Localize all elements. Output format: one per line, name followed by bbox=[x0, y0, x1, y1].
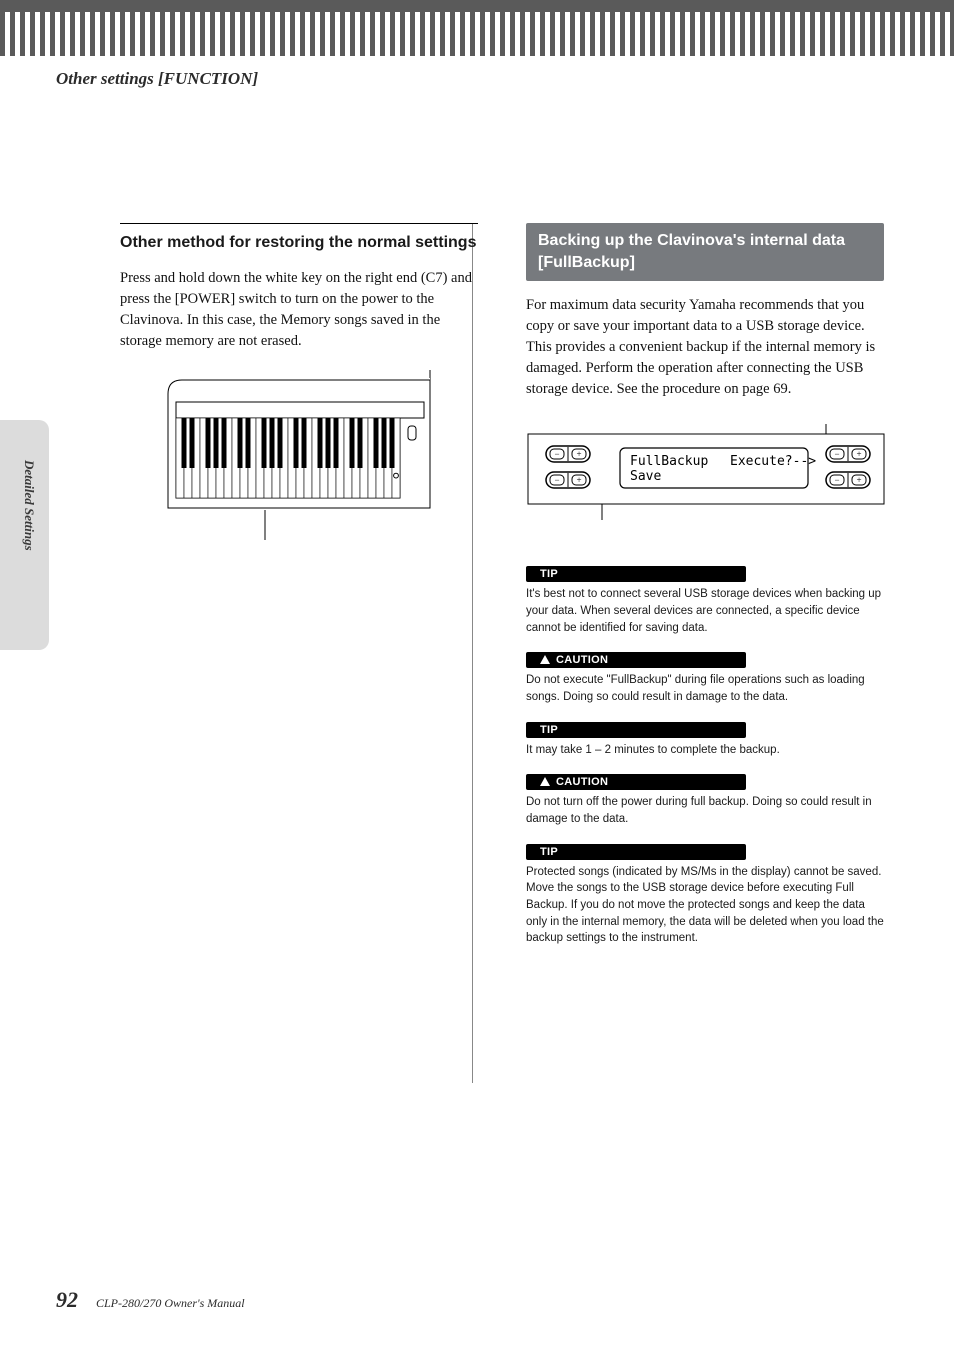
svg-text:−: − bbox=[554, 475, 559, 485]
left-subhead: Other method for restoring the normal se… bbox=[120, 232, 478, 254]
note-label-tip: TIP bbox=[526, 566, 746, 582]
right-column: Backing up the Clavinova's internal data… bbox=[526, 223, 884, 961]
svg-text:FullBackup: FullBackup bbox=[630, 454, 708, 469]
section-bar: Backing up the Clavinova's internal data… bbox=[526, 223, 884, 281]
note-label-caution: CAUTION bbox=[526, 774, 746, 790]
notes-container: TIP It's best not to connect several USB … bbox=[526, 564, 884, 947]
svg-text:+: + bbox=[856, 475, 861, 485]
note-label-caution: CAUTION bbox=[526, 652, 746, 668]
barcode-header-band bbox=[0, 0, 954, 56]
note-text: Protected songs (indicated by MS/Ms in t… bbox=[526, 864, 884, 947]
keyboard-figure bbox=[160, 370, 438, 540]
page-number: 92 bbox=[56, 1287, 78, 1312]
svg-text:−: − bbox=[834, 449, 839, 459]
left-body: Press and hold down the white key on the… bbox=[120, 268, 478, 352]
note-text: It's best not to connect several USB sto… bbox=[526, 586, 884, 636]
note-text: It may take 1 – 2 minutes to complete th… bbox=[526, 742, 884, 759]
content-columns: Other method for restoring the normal se… bbox=[120, 223, 884, 961]
section-header: Other settings [FUNCTION] bbox=[56, 69, 258, 89]
svg-text:−: − bbox=[554, 449, 559, 459]
lcd-figure: − + − + − + − + FullBackup Execute?--> Save bbox=[526, 424, 886, 520]
note-text: Do not execute "FullBackup" during file … bbox=[526, 672, 884, 705]
left-column: Other method for restoring the normal se… bbox=[120, 223, 478, 961]
svg-text:+: + bbox=[576, 475, 581, 485]
svg-text:+: + bbox=[576, 449, 581, 459]
note-text: Do not turn off the power during full ba… bbox=[526, 794, 884, 827]
svg-text:+: + bbox=[856, 449, 861, 459]
rule-line bbox=[120, 223, 478, 224]
note-label-tip: TIP bbox=[526, 722, 746, 738]
footer: 92 CLP-280/270 Owner's Manual bbox=[56, 1287, 245, 1313]
svg-text:Execute?-->: Execute?--> bbox=[730, 454, 816, 469]
doc-title: CLP-280/270 Owner's Manual bbox=[96, 1296, 245, 1310]
right-body: For maximum data security Yamaha recomme… bbox=[526, 295, 884, 400]
note-label-tip: TIP bbox=[526, 844, 746, 860]
side-tab-label: Detailed Settings bbox=[21, 460, 37, 551]
svg-text:−: − bbox=[834, 475, 839, 485]
svg-text:Save: Save bbox=[630, 469, 661, 484]
